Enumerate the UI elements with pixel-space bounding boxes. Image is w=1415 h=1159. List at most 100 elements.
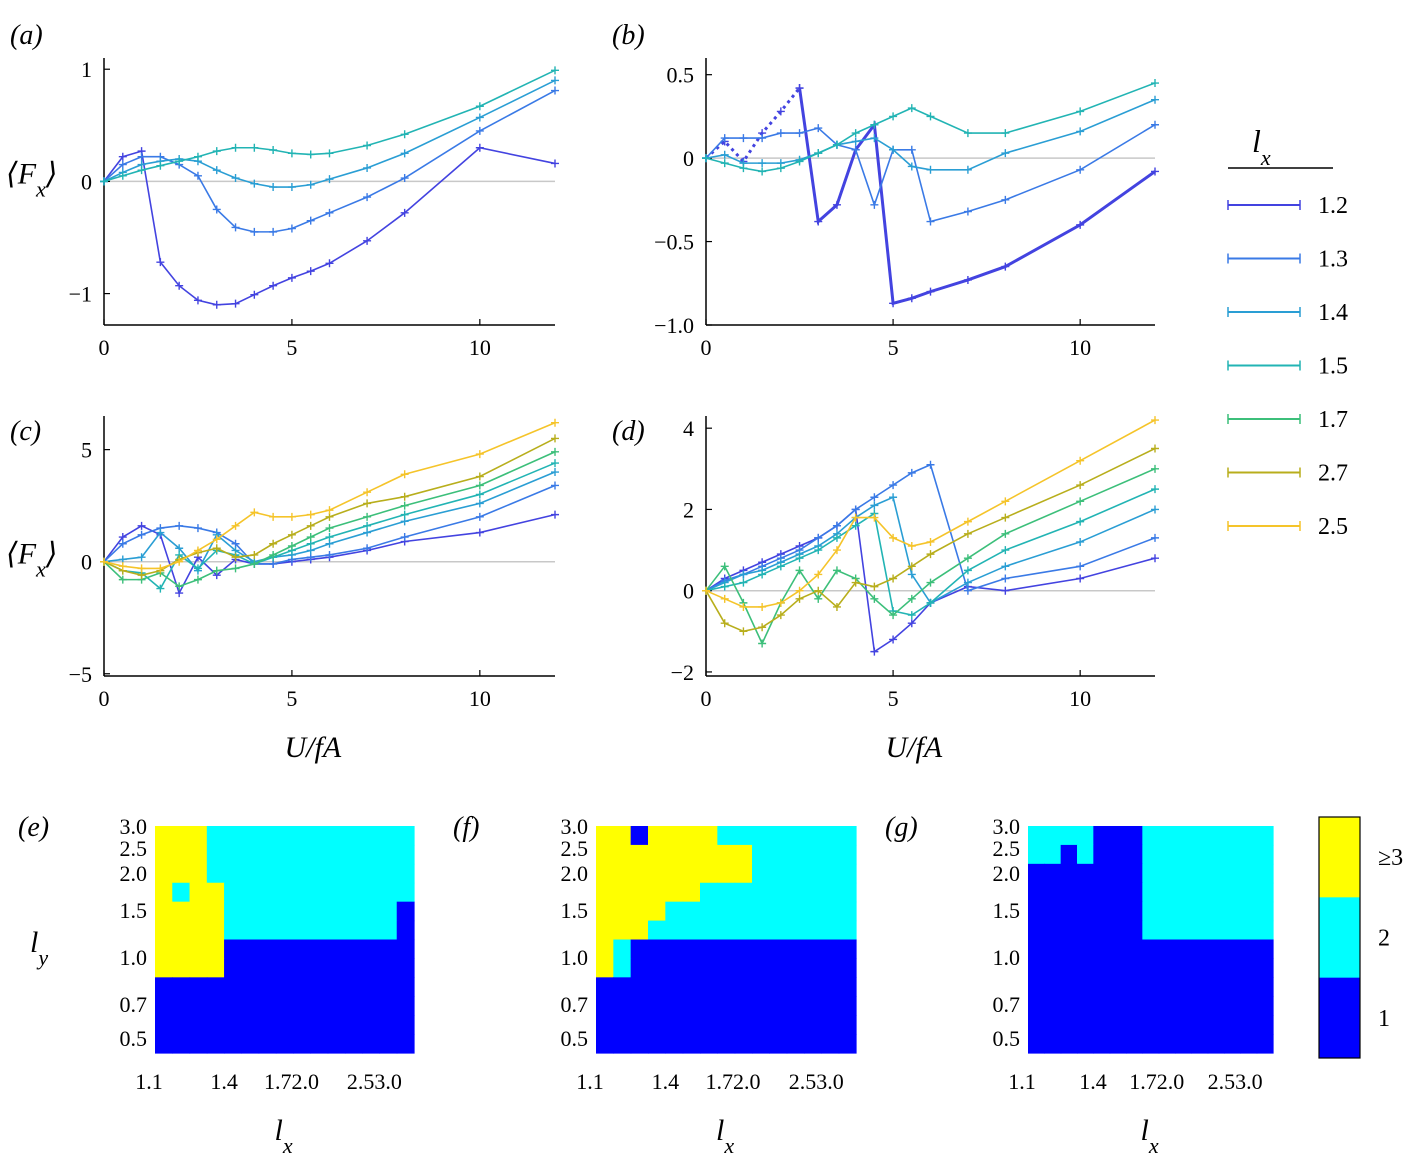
heat-cell <box>1240 977 1258 997</box>
heat-cell <box>379 1034 398 1054</box>
data-point <box>551 418 559 427</box>
heat-cell <box>1093 996 1111 1016</box>
legend: lx 1.2 1.3 1.4 1.5 1.7 2.7 2.5 <box>1227 123 1348 540</box>
heat-cell <box>752 1034 770 1054</box>
heat-cell <box>821 826 840 846</box>
heat-cell <box>1044 826 1062 846</box>
heat-cell <box>769 920 788 941</box>
heat-cell <box>821 977 840 997</box>
heat-cell <box>1044 863 1062 884</box>
heat-cell <box>258 996 277 1016</box>
y-tick-label: −1.0 <box>654 313 694 338</box>
data-point <box>137 166 146 175</box>
data-point <box>814 149 823 158</box>
heat-cell <box>1158 939 1176 960</box>
data-point <box>1151 167 1159 176</box>
data-point <box>100 177 108 186</box>
heat-cell <box>596 939 614 960</box>
heat-cell <box>1224 1034 1241 1054</box>
heat-cell <box>189 920 208 941</box>
data-point <box>287 273 296 282</box>
heat-cell <box>838 882 857 903</box>
data-point <box>720 159 729 168</box>
heat-cell <box>1142 958 1160 978</box>
heat-cell <box>1044 1015 1062 1035</box>
colorbar-segment <box>1319 897 1360 979</box>
x-tick-label: 1.1 <box>576 1069 604 1094</box>
heat-cell <box>596 826 614 846</box>
data-point <box>306 216 315 225</box>
legend-marker <box>1227 307 1301 317</box>
heat-cell <box>396 977 415 997</box>
heat-cell <box>293 844 311 865</box>
data-point <box>400 174 409 183</box>
heat-cell <box>613 1015 632 1035</box>
heat-cell <box>1224 920 1241 941</box>
y-tick-label: −1 <box>69 282 92 307</box>
heat-cell <box>258 863 277 884</box>
heat-cell <box>613 863 632 884</box>
heat-cell <box>275 1034 294 1054</box>
legend-label: 1.5 <box>1318 354 1348 380</box>
heat-cell <box>189 977 208 997</box>
heat-cell <box>1158 901 1176 922</box>
data-point <box>306 180 315 189</box>
heat-cell <box>717 882 736 903</box>
heat-cell <box>258 901 277 922</box>
heat-cell <box>1109 882 1127 903</box>
heat-cell <box>1191 1015 1209 1035</box>
y-tick-label: 1.0 <box>993 945 1021 970</box>
data-point <box>720 562 729 571</box>
data-point <box>306 546 315 555</box>
heat-cell <box>344 939 363 960</box>
data-point <box>720 582 729 591</box>
heat-cell <box>172 939 191 960</box>
legend-label: 1.7 <box>1318 407 1348 433</box>
heat-cell <box>630 826 649 846</box>
data-point <box>739 164 748 173</box>
heat-cell <box>596 958 614 978</box>
heat-cell <box>206 920 225 941</box>
heat-cell <box>821 1015 840 1035</box>
x-tick-label: 1.1 <box>1008 1069 1036 1094</box>
heat-cell <box>379 1015 398 1035</box>
heat-cell <box>1126 882 1143 903</box>
data-point <box>269 281 278 290</box>
heat-cell <box>1126 977 1143 997</box>
heat-cell <box>1175 844 1192 865</box>
heat-cell <box>1093 1034 1111 1054</box>
heat-cell <box>734 844 753 865</box>
data-point <box>1001 195 1010 204</box>
data-point <box>814 217 823 226</box>
heat-cell <box>596 1015 614 1035</box>
heat-cell <box>682 844 701 865</box>
data-point <box>175 281 184 290</box>
heat-cell <box>1028 977 1045 997</box>
heat-cell <box>1207 996 1225 1016</box>
data-point <box>475 113 484 122</box>
data-point <box>795 84 804 93</box>
heat-cell <box>293 977 311 997</box>
data-point <box>118 152 127 161</box>
data-point <box>851 145 860 154</box>
data-point <box>1076 127 1085 136</box>
heat-cell <box>717 826 736 846</box>
data-point <box>400 130 409 139</box>
legend-label: 2.7 <box>1318 461 1348 487</box>
data-point <box>1151 95 1159 104</box>
heat-cell <box>293 863 311 884</box>
data-point <box>306 267 315 276</box>
data-point <box>269 512 278 521</box>
heat-cell <box>293 939 311 960</box>
heat-cell <box>1158 977 1176 997</box>
heat-cell <box>396 901 415 922</box>
heat-cell <box>752 996 770 1016</box>
heat-cell <box>1224 844 1241 865</box>
heat-cell <box>224 826 242 846</box>
data-point <box>870 200 879 209</box>
heat-cell <box>1028 844 1045 865</box>
x-tick-label: 2.53.0 <box>789 1069 844 1094</box>
heat-cell <box>344 1034 363 1054</box>
heat-cell <box>821 863 840 884</box>
y-tick-label: 0.5 <box>993 1026 1021 1051</box>
